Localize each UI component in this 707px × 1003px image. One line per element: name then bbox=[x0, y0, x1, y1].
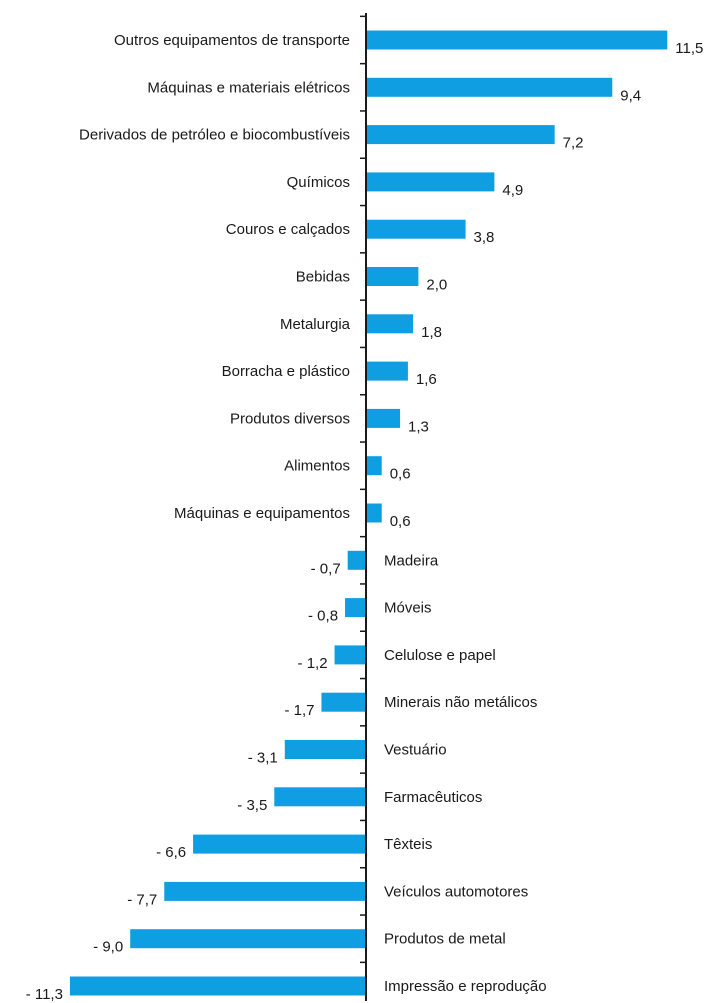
data-label: - 1,2 bbox=[298, 655, 328, 672]
bar bbox=[366, 219, 466, 239]
category-label: Químicos bbox=[287, 174, 350, 191]
data-label: 9,4 bbox=[620, 87, 641, 104]
data-label: - 7,7 bbox=[127, 891, 157, 908]
data-label: - 0,8 bbox=[308, 608, 338, 625]
category-label: Produtos de metal bbox=[384, 931, 506, 948]
category-label: Madeira bbox=[384, 552, 439, 569]
data-label: - 3,5 bbox=[237, 797, 267, 814]
bar bbox=[284, 740, 366, 759]
bar bbox=[366, 408, 401, 428]
category-label: Produtos diversos bbox=[230, 410, 350, 427]
bar bbox=[366, 125, 555, 145]
data-label: - 3,1 bbox=[248, 750, 278, 767]
bar bbox=[345, 598, 366, 618]
data-label: 7,2 bbox=[563, 135, 584, 152]
data-label: 0,6 bbox=[390, 466, 411, 483]
bar bbox=[69, 976, 366, 996]
bar bbox=[366, 77, 613, 97]
category-label: Veículos automotores bbox=[384, 883, 528, 900]
data-label: 1,6 bbox=[416, 371, 437, 388]
category-label: Móveis bbox=[384, 600, 432, 617]
labels-layer: Outros equipamentos de transporte 11,5 Máq… bbox=[26, 32, 704, 1003]
bar bbox=[193, 834, 366, 854]
category-label: Farmacêuticos bbox=[384, 789, 482, 806]
category-label: Outros equipamentos de transporte bbox=[114, 32, 350, 49]
data-label: - 1,7 bbox=[284, 702, 314, 719]
bar bbox=[366, 361, 408, 381]
category-label: Alimentos bbox=[284, 458, 350, 475]
category-label: Minerais não metálicos bbox=[384, 694, 537, 711]
bar bbox=[366, 503, 382, 523]
category-label: Têxteis bbox=[384, 836, 432, 853]
data-label: 1,8 bbox=[421, 324, 442, 341]
bar bbox=[334, 645, 366, 665]
data-label: 11,5 bbox=[675, 40, 703, 57]
bar bbox=[366, 314, 414, 334]
data-label: 1,3 bbox=[408, 418, 429, 435]
data-label: - 0,7 bbox=[311, 560, 341, 577]
category-label: Borracha e plástico bbox=[222, 363, 350, 380]
bar bbox=[347, 550, 366, 570]
data-label: - 6,6 bbox=[156, 844, 186, 861]
bar bbox=[164, 881, 366, 901]
bar bbox=[366, 267, 419, 286]
bars-layer bbox=[69, 30, 668, 996]
category-label: Bebidas bbox=[296, 269, 350, 286]
data-label: 2,0 bbox=[426, 277, 447, 294]
category-label: Máquinas e materiais elétricos bbox=[147, 79, 350, 96]
bar bbox=[366, 30, 668, 50]
bar bbox=[274, 787, 366, 807]
bar bbox=[130, 929, 366, 949]
data-label: - 11,3 bbox=[26, 986, 63, 1003]
bar bbox=[366, 456, 382, 476]
category-label: Celulose e papel bbox=[384, 647, 496, 664]
category-label: Impressão e reprodução bbox=[384, 978, 547, 995]
data-label: - 9,0 bbox=[93, 939, 123, 956]
category-label: Couros e calçados bbox=[226, 221, 350, 238]
data-label: 4,9 bbox=[502, 182, 523, 199]
data-label: 3,8 bbox=[474, 229, 495, 246]
category-label: Vestuário bbox=[384, 742, 447, 759]
bar bbox=[366, 172, 495, 192]
category-label: Máquinas e equipamentos bbox=[174, 505, 350, 522]
category-label: Derivados de petróleo e biocombustíveis bbox=[79, 127, 350, 144]
axis-layer bbox=[360, 13, 367, 1001]
category-label: Metalurgia bbox=[280, 316, 351, 333]
data-label: 0,6 bbox=[390, 513, 411, 530]
bar bbox=[321, 692, 366, 712]
